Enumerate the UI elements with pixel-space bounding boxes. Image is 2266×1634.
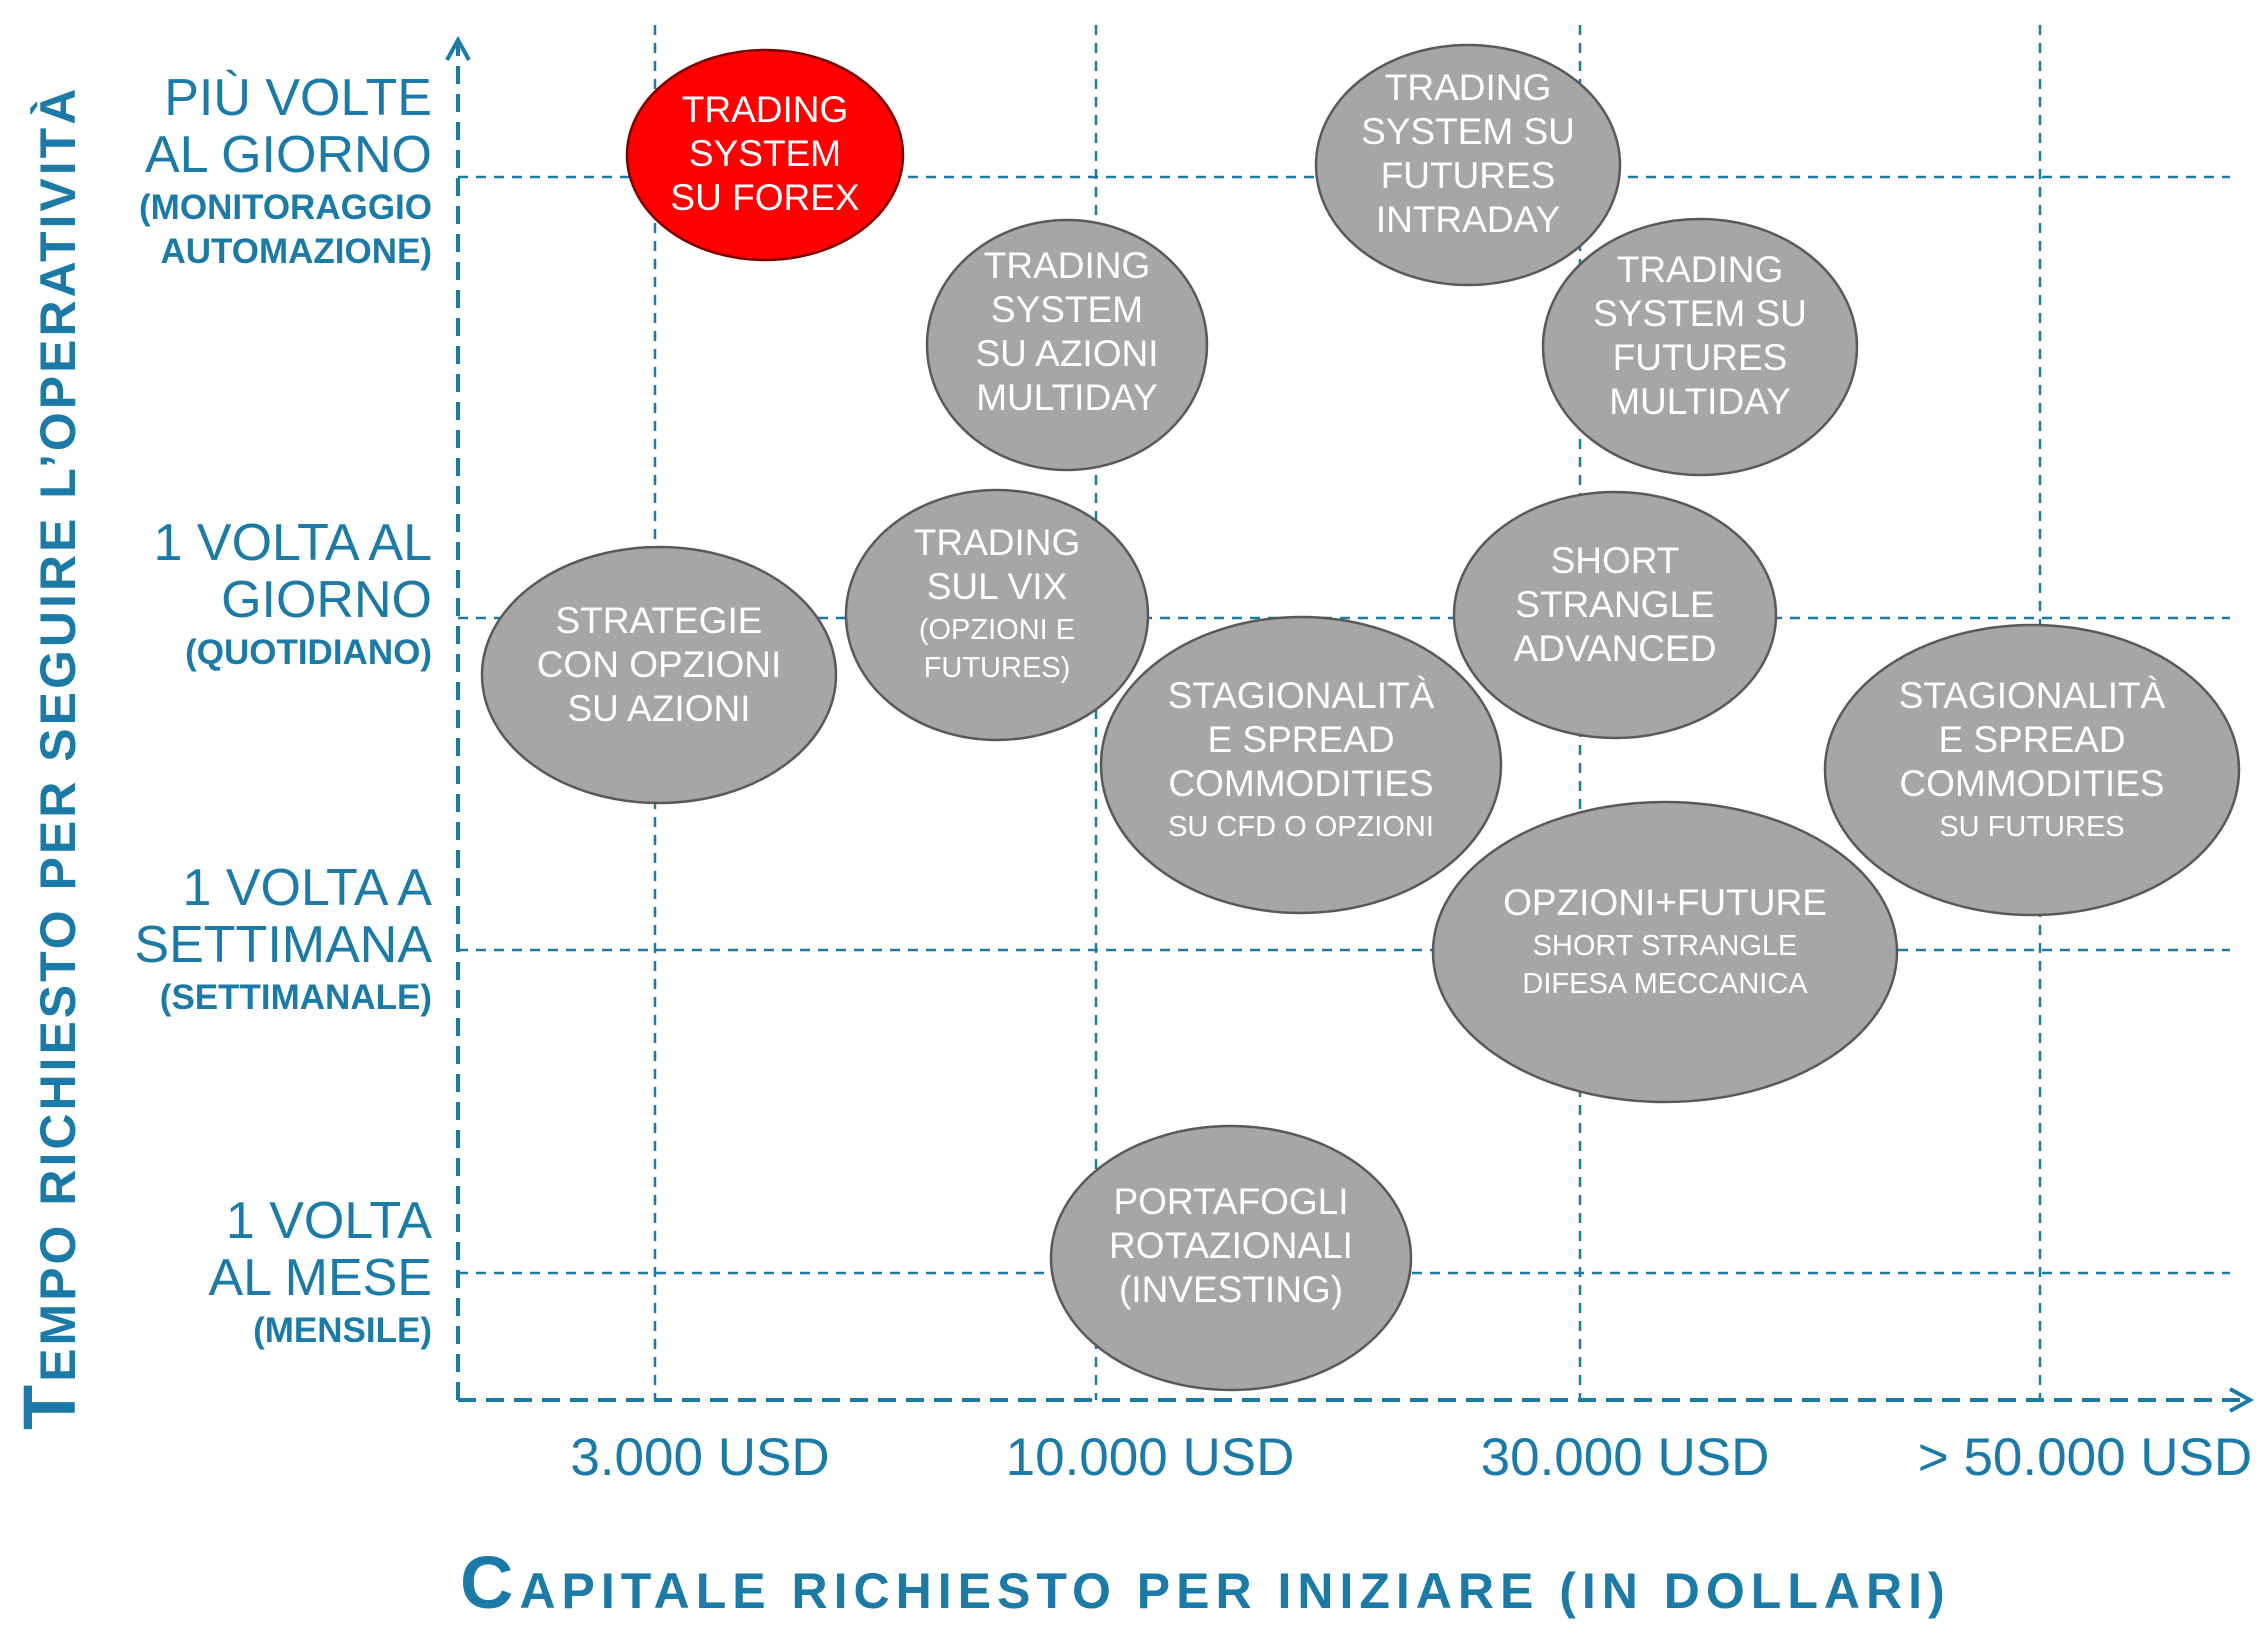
y-level-1-line-1: PIÙ VOLTE [164, 69, 432, 127]
bubble-label-strategie-opzioni-azioni-2: CON OPZIONI [537, 644, 782, 685]
bubble-label-portafogli-rotazionali-2: ROTAZIONALI [1109, 1225, 1353, 1266]
bubble-shape-portafogli-rotazionali [1049, 1124, 1413, 1392]
bubble-label-stagionalita-futures-2: E SPREAD [1938, 719, 2125, 760]
bubble-label-stagionalita-cfd-2: E SPREAD [1207, 719, 1394, 760]
bubble-opzioni-future-strangle: OPZIONI+FUTURE SHORT STRANGLE DIFESA MECCA… [1431, 800, 1899, 1104]
bubble-shape-short-strangle-advanced [1452, 490, 1778, 740]
bubble-sublabel-opzioni-future-strangle-2: DIFESA MECCANICA [1522, 968, 1808, 1000]
x-axis-title-initial: C [460, 1541, 519, 1624]
bubble-label-trading-system-futures-intraday-1: TRADING [1385, 67, 1552, 108]
bubble-label-stagionalita-futures-1: STAGIONALITÀ [1899, 675, 2166, 716]
bubble-label-trading-system-futures-multiday-4: MULTIDAY [1609, 381, 1791, 422]
x-axis-level-labels: 3.000 USD 10.000 USD 30.000 USD > 50.000 US… [570, 1428, 2252, 1487]
bubble-sublabel-opzioni-future-strangle-1: SHORT STRANGLE [1533, 930, 1798, 962]
y-level-1-sub-2: AUTOMAZIONE) [160, 232, 432, 271]
bubble-label-trading-system-azioni-multiday-1: TRADING [984, 245, 1151, 286]
bubble-label-trading-system-azioni-multiday-3: SU AZIONI [976, 333, 1159, 374]
y-level-2-line-2: GIORNO [221, 571, 432, 629]
x-axis-title-rest: APITALE RICHIESTO PER INIZIARE (IN DOLLA… [519, 1563, 1950, 1619]
bubble-shape-stagionalita-futures [1823, 623, 2241, 917]
bubble-sublabel-stagionalita-futures-1: SU FUTURES [1939, 811, 2124, 843]
x-level-label-3: 30.000 USD [1481, 1428, 1770, 1487]
y-level-3-line-1: 1 VOLTA A [182, 859, 432, 917]
bubble-label-trading-vix-1: TRADING [914, 522, 1081, 563]
bubble-label-trading-system-futures-intraday-4: INTRADAY [1376, 199, 1560, 240]
bubble-label-trading-system-futures-intraday-2: SYSTEM SU [1361, 111, 1575, 152]
bubble-label-opzioni-future-strangle-1: OPZIONI+FUTURE [1503, 882, 1827, 923]
x-level-label-4: > 50.000 USD [1918, 1428, 2252, 1487]
y-axis-arrow-icon [445, 35, 471, 61]
bubble-label-strategie-opzioni-azioni-3: SU AZIONI [568, 688, 751, 729]
bubble-label-trading-system-forex-2: SYSTEM [689, 133, 841, 174]
bubble-label-strategie-opzioni-azioni-1: STRATEGIE [556, 600, 763, 641]
y-level-1-line-2: AL GIORNO [145, 126, 432, 184]
y-level-2-line-1: 1 VOLTA AL [154, 514, 432, 572]
x-axis-arrow-icon [2229, 1387, 2255, 1413]
bubble-label-short-strangle-advanced-2: STRANGLE [1515, 584, 1714, 625]
y-level-4-sub-1: (MENSILE) [253, 1311, 432, 1350]
axes [445, 35, 2255, 1413]
bubble-sublabel-trading-vix-2: FUTURES) [924, 652, 1071, 684]
bubble-label-short-strangle-advanced-3: ADVANCED [1514, 628, 1717, 669]
bubble-label-trading-system-futures-multiday-1: TRADING [1617, 249, 1784, 290]
bubble-label-trading-system-forex-3: SU FOREX [670, 177, 859, 218]
bubble-shape-stagionalita-cfd [1099, 615, 1503, 915]
x-level-label-2: 10.000 USD [1006, 1428, 1295, 1487]
bubble-label-trading-vix-2: SUL VIX [927, 566, 1068, 607]
bubble-label-stagionalita-cfd-3: COMMODITIES [1168, 763, 1433, 804]
bubble-shape-opzioni-future-strangle [1431, 800, 1899, 1104]
x-axis-title: CAPITALE RICHIESTO PER INIZIARE (IN DOLL… [460, 1541, 1951, 1624]
bubble-label-trading-system-azioni-multiday-4: MULTIDAY [976, 377, 1158, 418]
bubble-label-portafogli-rotazionali-3: (INVESTING) [1119, 1269, 1343, 1310]
bubble-shape-strategie-opzioni-azioni [480, 545, 838, 805]
bubble-label-trading-system-forex-1: TRADING [682, 89, 849, 130]
bubble-shape-trading-system-futures-intraday [1314, 43, 1622, 287]
bubble-shape-trading-vix [844, 488, 1150, 742]
y-level-3-line-2: SETTIMANA [134, 916, 432, 974]
bubble-label-trading-system-futures-intraday-3: FUTURES [1381, 155, 1556, 196]
y-axis-title-initial: T [8, 1382, 91, 1430]
y-level-4-line-1: 1 VOLTA [226, 1192, 432, 1250]
bubble-shape-trading-system-forex [625, 48, 905, 262]
y-level-4-line-2: AL MESE [209, 1249, 433, 1307]
bubble-label-stagionalita-futures-3: COMMODITIES [1899, 763, 2164, 804]
bubble-label-trading-system-futures-multiday-2: SYSTEM SU [1593, 293, 1807, 334]
y-axis-title: TEMPO RICHIESTO PER SEGUIRE L’OPERATIVIT… [8, 86, 91, 1430]
bubble-label-short-strangle-advanced-1: SHORT [1551, 540, 1680, 581]
bubble-shape-trading-system-azioni-multiday [925, 218, 1209, 472]
bubble-label-trading-system-futures-multiday-3: FUTURES [1613, 337, 1788, 378]
bubble-label-trading-system-azioni-multiday-2: SYSTEM [991, 289, 1143, 330]
bubble-sublabel-stagionalita-cfd-1: SU CFD O OPZIONI [1168, 811, 1434, 843]
bubble-sublabel-trading-vix-1: (OPZIONI E [919, 614, 1075, 646]
y-level-1-sub-1: (MONITORAGGIO [139, 188, 432, 227]
y-level-2-sub-1: (QUOTIDIANO) [185, 633, 432, 672]
bubble-label-stagionalita-cfd-1: STAGIONALITÀ [1168, 675, 1435, 716]
y-level-3-sub-1: (SETTIMANALE) [160, 978, 432, 1017]
y-axis-title-rest: EMPO RICHIESTO PER SEGUIRE L’OPERATIVITÀ [30, 86, 86, 1382]
x-level-label-1: 3.000 USD [570, 1428, 829, 1487]
bubble-shape-trading-system-futures-multiday [1541, 217, 1859, 477]
bubble-label-portafogli-rotazionali-1: PORTAFOGLI [1113, 1181, 1348, 1222]
